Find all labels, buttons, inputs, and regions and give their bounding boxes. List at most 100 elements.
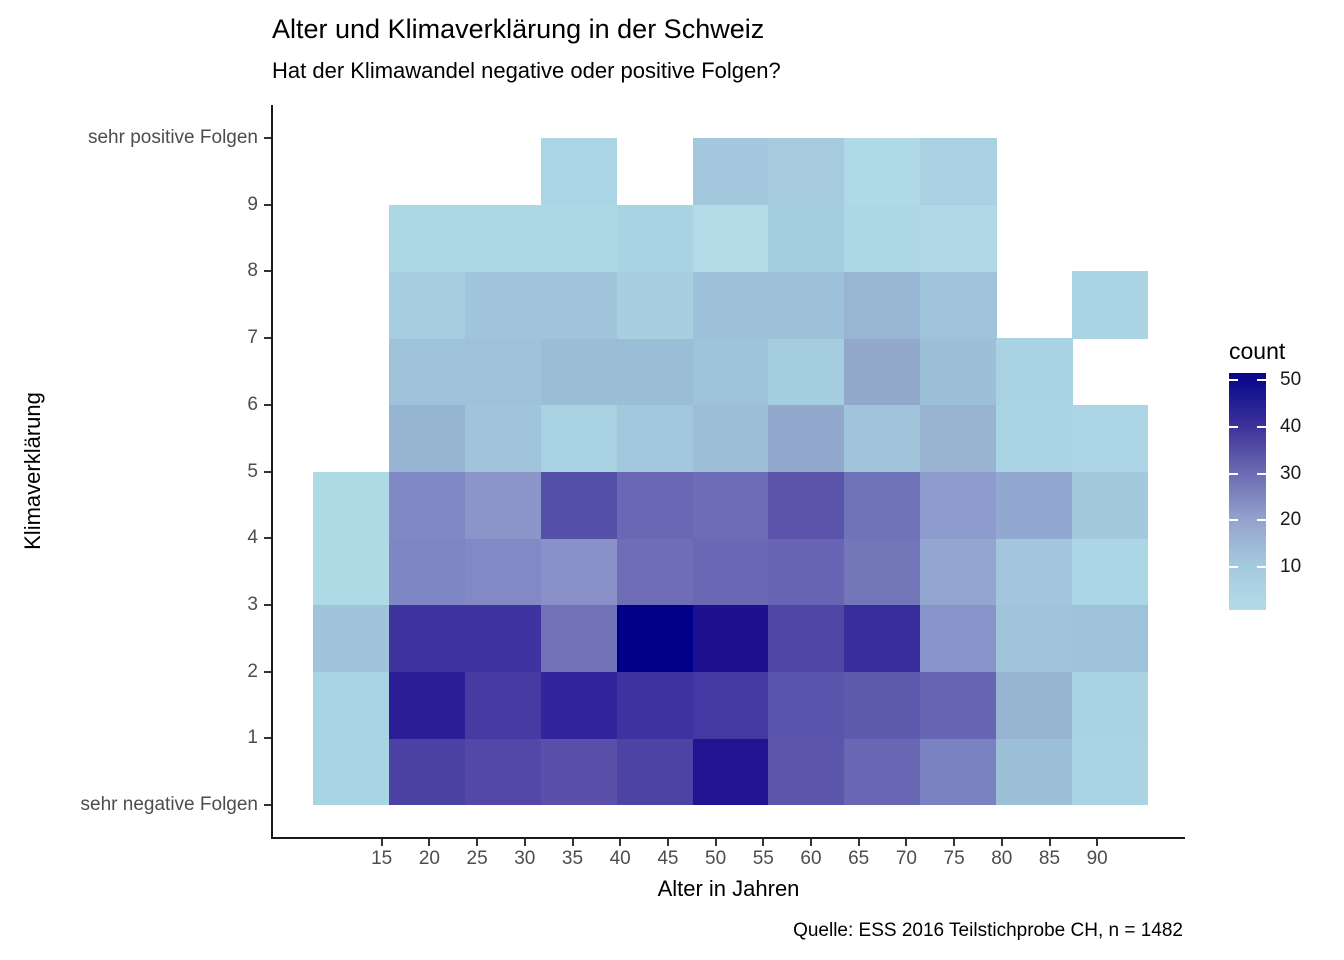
heatmap-cell — [540, 738, 618, 806]
heatmap-cell — [692, 204, 769, 272]
y-tick-mark — [264, 804, 271, 806]
heatmap-cell — [313, 738, 390, 806]
heatmap-cell — [844, 271, 921, 339]
heatmap-cell — [616, 738, 694, 806]
x-tick-mark — [810, 839, 812, 846]
heatmap-cell — [996, 404, 1073, 472]
heatmap-cell — [464, 404, 542, 472]
legend-tick-mark — [1229, 426, 1238, 428]
x-tick-mark — [762, 839, 765, 846]
x-tick-mark — [476, 839, 479, 846]
heatmap-cell — [692, 671, 769, 739]
heatmap-cell — [388, 671, 466, 739]
heatmap-cell — [768, 538, 845, 606]
x-tick-mark — [905, 839, 908, 846]
legend-title: count — [1229, 338, 1286, 364]
heatmap-cell — [464, 604, 542, 673]
x-tick-label: 75 — [943, 848, 965, 869]
legend-tick-mark — [1229, 519, 1238, 521]
heatmap-cell — [1072, 404, 1149, 472]
y-tick-mark — [264, 670, 271, 673]
x-axis-line — [271, 837, 1185, 839]
heatmap-cell — [388, 538, 466, 606]
heatmap-cell — [540, 671, 618, 739]
heatmap-cell — [1072, 738, 1149, 806]
heatmap-cell — [920, 538, 997, 606]
x-tick-label: 60 — [800, 848, 822, 869]
legend-tick-mark — [1229, 472, 1238, 475]
legend-tick-label: 20 — [1280, 509, 1302, 530]
heatmap-cell — [692, 538, 769, 606]
x-tick-label: 15 — [371, 848, 393, 869]
legend-tick-mark — [1229, 565, 1238, 568]
x-tick-label: 35 — [561, 848, 584, 869]
x-tick-mark — [953, 839, 956, 846]
legend-tick-label: 10 — [1280, 555, 1302, 577]
heatmap-cell — [844, 138, 921, 206]
heatmap-cell — [388, 271, 466, 339]
heatmap-cell — [464, 738, 542, 806]
heatmap-cell — [768, 604, 845, 673]
heatmap-cell — [464, 671, 542, 739]
y-tick-mark — [264, 603, 271, 606]
heatmap-cell — [768, 138, 845, 206]
heatmap-cell — [540, 271, 618, 339]
heatmap-cell — [996, 671, 1073, 739]
heatmap-cell — [1072, 604, 1149, 673]
heatmap-cell — [768, 671, 845, 739]
legend-tick-mark — [1257, 379, 1266, 381]
legend-tick-mark — [1229, 379, 1238, 381]
heatmap-cell — [388, 338, 466, 406]
heatmap-cell — [996, 604, 1073, 673]
heatmap-cell — [388, 604, 466, 673]
heatmap-cell — [692, 338, 769, 406]
heatmap-cell — [996, 538, 1073, 606]
heatmap-cell — [920, 271, 997, 339]
x-tick-label: 80 — [991, 848, 1013, 869]
heatmap-cell — [920, 471, 997, 539]
y-tick-label: 8 — [247, 260, 258, 282]
heatmap-cell — [920, 671, 997, 739]
legend-colorbar — [1229, 373, 1266, 610]
legend-tick-label: 50 — [1280, 369, 1302, 390]
heatmap-cell — [920, 138, 997, 206]
heatmap-cell — [540, 338, 618, 406]
y-axis-title: Klimaverklärung — [20, 392, 45, 550]
y-tick-label: 2 — [247, 660, 258, 682]
source-caption: Quelle: ESS 2016 Teilstichprobe CH, n = … — [793, 920, 1183, 941]
heatmap-cell — [692, 604, 769, 673]
x-tick-label: 85 — [1038, 848, 1061, 869]
y-tick-mark — [264, 203, 271, 206]
heatmap-cell — [313, 671, 390, 739]
y-tick-mark — [264, 737, 271, 740]
x-tick-mark — [428, 839, 431, 846]
x-axis-title: Alter in Jahren — [657, 876, 800, 901]
heatmap-cell — [464, 338, 542, 406]
heatmap-cell — [768, 271, 845, 339]
x-tick-mark — [1096, 839, 1099, 846]
heatmap-cell — [616, 471, 694, 539]
heatmap-cell — [388, 204, 466, 272]
heatmap-cell — [996, 738, 1073, 806]
y-tick-mark — [264, 403, 271, 406]
y-axis-line — [271, 105, 273, 838]
heatmap-cell — [996, 471, 1073, 539]
heatmap-cell — [464, 204, 542, 272]
x-tick-mark — [666, 839, 669, 846]
y-tick-mark — [264, 337, 271, 340]
heatmap-cell — [540, 538, 618, 606]
legend-tick-mark — [1257, 565, 1266, 568]
legend-tick-mark — [1257, 426, 1266, 428]
y-tick-label: 1 — [247, 727, 258, 749]
heatmap-cell — [616, 404, 694, 472]
heatmap-cell — [1072, 271, 1149, 339]
heatmap-cell — [844, 671, 921, 739]
heatmap-cell — [540, 138, 618, 206]
heatmap-cell — [768, 404, 845, 472]
heatmap-cell — [920, 338, 997, 406]
heatmap-cell — [692, 271, 769, 339]
heatmap-cell — [464, 538, 542, 606]
y-tick-label: sehr positive Folgen — [87, 127, 258, 148]
heatmap-cell — [844, 738, 921, 806]
